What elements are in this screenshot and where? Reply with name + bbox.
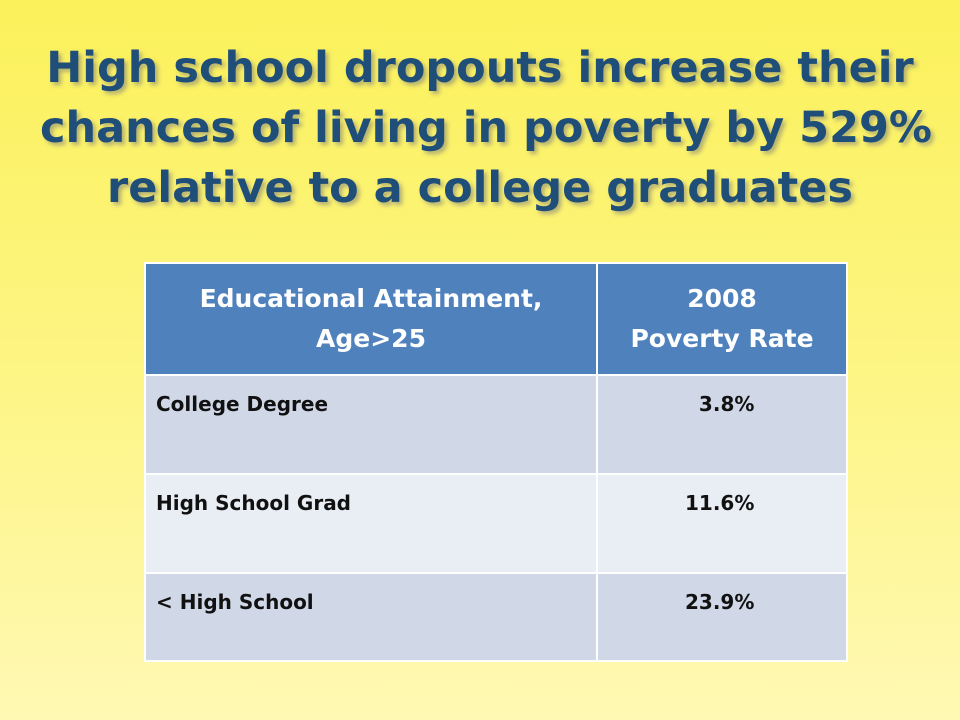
slide-title: High school dropouts increase their chan…: [40, 38, 932, 218]
title-line-1: High school dropouts increase their: [46, 43, 914, 93]
table-header-row: Educational Attainment, Age>25 2008 Pove…: [144, 262, 848, 376]
cell-education: College Degree: [144, 374, 598, 475]
header-rate-line-1: 2008: [687, 284, 757, 313]
title-line-3: relative to a college graduates: [107, 163, 853, 213]
cell-education: High School Grad: [144, 473, 598, 574]
header-edu-line-1: Educational Attainment,: [199, 284, 543, 313]
header-educational-attainment: Educational Attainment, Age>25: [144, 262, 598, 376]
header-poverty-rate: 2008 Poverty Rate: [596, 262, 848, 376]
header-rate-line-2: Poverty Rate: [630, 324, 814, 353]
poverty-rate-table: Educational Attainment, Age>25 2008 Pove…: [144, 262, 848, 662]
table-row: High School Grad 11.6%: [144, 473, 848, 574]
cell-poverty-rate: 11.6%: [596, 473, 848, 574]
cell-poverty-rate: 3.8%: [596, 374, 848, 475]
cell-education: < High School: [144, 572, 598, 662]
title-line-2: chances of living in poverty by 529%: [40, 103, 932, 153]
table-row: < High School 23.9%: [144, 572, 848, 662]
cell-poverty-rate: 23.9%: [596, 572, 848, 662]
header-edu-line-2: Age>25: [316, 324, 426, 353]
table-row: College Degree 3.8%: [144, 374, 848, 475]
